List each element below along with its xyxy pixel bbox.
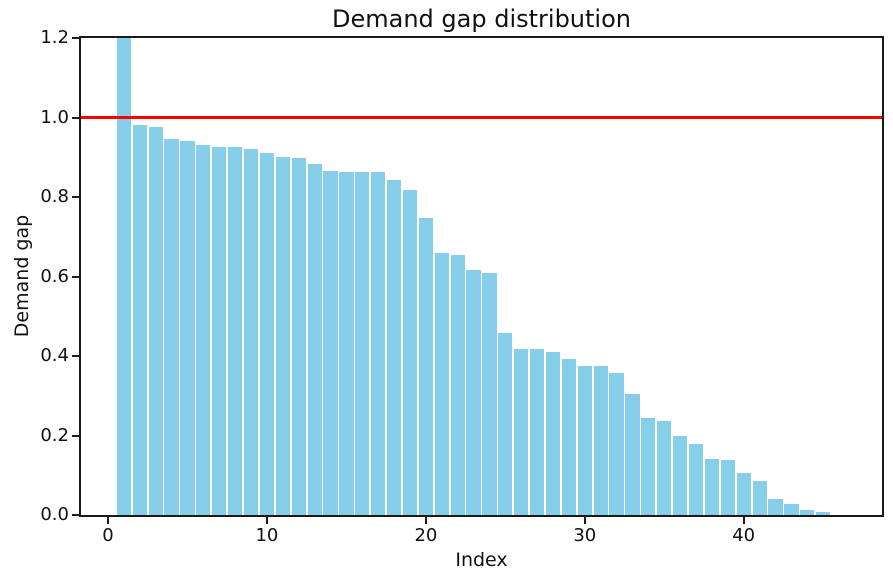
bar-index-1 [116, 38, 132, 515]
bar-index-25 [498, 332, 513, 515]
bar-index-37 [688, 443, 704, 515]
y-tick-label-0.2: 0.2 [40, 424, 69, 446]
bar-index-13 [307, 164, 322, 515]
bar-index-20 [418, 218, 433, 515]
bar-index-8 [228, 147, 243, 515]
bar-index-39 [720, 460, 735, 515]
bar-index-18 [386, 179, 402, 515]
bar-index-11 [275, 156, 290, 515]
bar-index-24 [482, 272, 497, 515]
bar-index-30 [577, 365, 592, 515]
bar-index-7 [212, 146, 227, 515]
y-tick-mark-0.2 [72, 434, 79, 437]
x-tick-mark-10 [265, 517, 268, 524]
bar-index-38 [704, 459, 720, 515]
bar-index-43 [784, 504, 799, 515]
bar-index-36 [673, 436, 688, 515]
bar-index-27 [530, 349, 545, 515]
y-tick-label-1.2: 1.2 [40, 27, 69, 48]
bar-index-35 [657, 420, 672, 515]
y-tick-mark-0.6 [72, 275, 79, 278]
bar-index-5 [180, 140, 195, 515]
y-tick-label-1.0: 1.0 [40, 106, 69, 128]
bar-index-10 [259, 153, 275, 515]
bar-index-3 [148, 126, 163, 515]
bar-index-26 [514, 348, 529, 515]
x-tick-mark-0 [107, 517, 109, 524]
bar-index-9 [243, 149, 259, 515]
x-tick-label-0: 0 [102, 525, 114, 546]
bar-index-42 [768, 498, 783, 515]
x-tick-label-10: 10 [255, 525, 279, 546]
y-tick-label-0.4: 0.4 [40, 345, 69, 366]
bar-index-15 [339, 171, 354, 515]
bar-index-6 [196, 144, 211, 515]
bar-index-14 [323, 171, 338, 515]
bar-index-19 [402, 189, 418, 515]
y-tick-mark-1.2 [72, 37, 79, 39]
y-tick-mark-0.0 [72, 514, 79, 516]
reference-line [81, 116, 882, 119]
y-tick-label-0.6: 0.6 [40, 265, 69, 287]
bar-index-34 [641, 418, 656, 515]
x-tick-label-40: 40 [732, 525, 756, 546]
bar-index-40 [736, 473, 751, 515]
bar-index-12 [291, 158, 306, 515]
y-tick-label-0.0: 0.0 [40, 504, 69, 525]
x-tick-label-30: 30 [573, 525, 597, 546]
plot-area [79, 36, 884, 517]
bar-index-17 [371, 172, 386, 515]
bar-index-32 [609, 373, 624, 515]
chart-title: Demand gap distribution [332, 5, 631, 33]
bar-index-2 [132, 125, 147, 515]
bar-index-21 [434, 253, 449, 515]
bar-index-16 [355, 172, 370, 515]
x-tick-label-20: 20 [414, 525, 438, 546]
x-tick-mark-20 [424, 517, 427, 524]
x-tick-mark-40 [742, 517, 745, 524]
x-axis-label: Index [455, 549, 508, 571]
bar-index-28 [545, 352, 561, 515]
bar-index-31 [593, 365, 608, 515]
bar-index-23 [466, 269, 481, 515]
y-tick-mark-1.0 [72, 116, 79, 119]
x-tick-mark-30 [583, 517, 586, 524]
bar-index-33 [625, 394, 640, 515]
bar-index-45 [816, 512, 831, 515]
bar-index-4 [164, 138, 179, 515]
y-tick-label-0.8: 0.8 [40, 186, 69, 207]
bar-index-29 [561, 358, 577, 515]
bar-index-44 [800, 510, 815, 515]
bar-index-22 [450, 255, 465, 515]
y-tick-mark-0.4 [72, 355, 79, 357]
y-tick-mark-0.8 [72, 196, 79, 198]
bar-index-41 [752, 480, 767, 515]
